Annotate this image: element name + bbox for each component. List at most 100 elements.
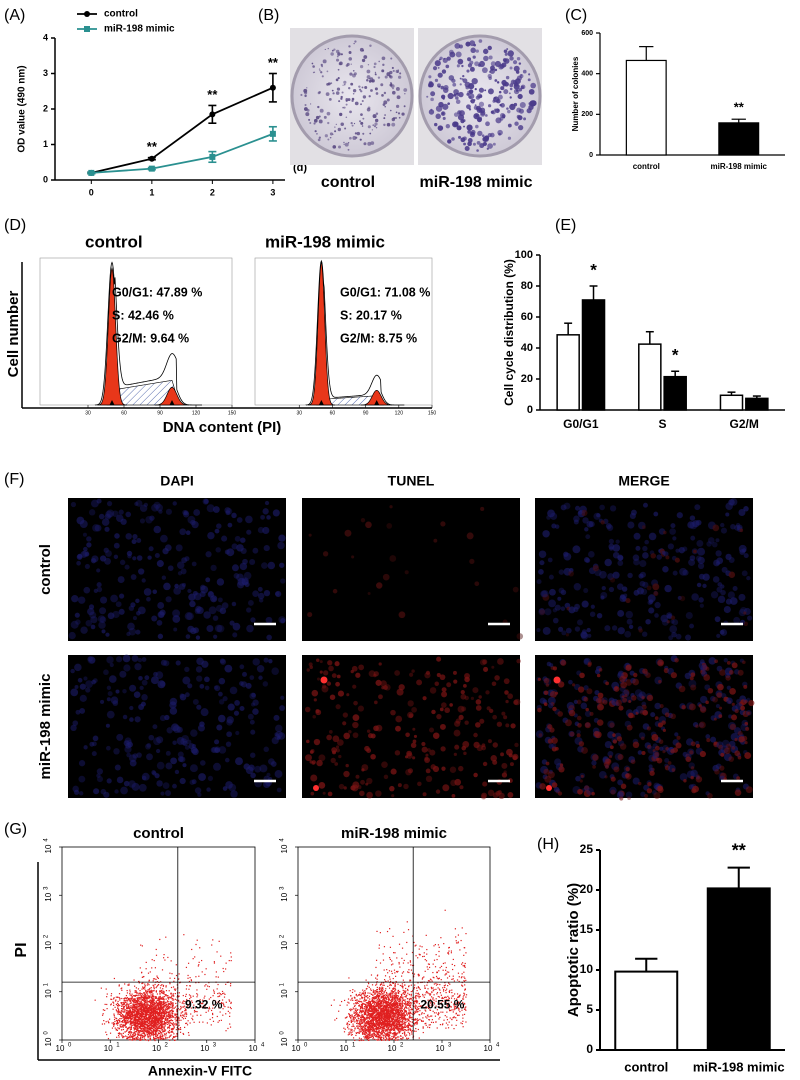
colony <box>363 142 366 145</box>
panel-label: (A) <box>4 7 25 24</box>
panel-label: (G) <box>4 821 27 838</box>
nucleus <box>104 548 109 553</box>
colony <box>332 92 334 94</box>
nucleus <box>91 625 96 630</box>
colony <box>438 73 443 78</box>
event <box>124 1003 125 1004</box>
nucleus <box>87 656 95 664</box>
event <box>146 1014 147 1015</box>
event <box>146 968 147 969</box>
event <box>142 1014 143 1015</box>
tunel-signal <box>692 786 699 793</box>
event <box>123 1009 124 1010</box>
nucleus <box>690 536 695 541</box>
event <box>151 992 152 993</box>
tunel-signal <box>625 767 629 771</box>
tunel-signal <box>621 784 626 789</box>
tunel-signal <box>638 782 641 785</box>
event <box>163 1026 164 1027</box>
event <box>160 1032 161 1033</box>
nucleus <box>104 558 111 565</box>
colony <box>371 80 373 82</box>
event <box>124 1025 125 1026</box>
nucleus <box>221 536 227 542</box>
event <box>115 1028 116 1029</box>
colony <box>350 83 353 86</box>
event <box>195 944 196 945</box>
event <box>182 1015 183 1016</box>
event <box>119 1014 120 1015</box>
event <box>130 1027 131 1028</box>
event <box>151 1024 152 1025</box>
event <box>156 1004 157 1005</box>
event <box>119 997 120 998</box>
colony <box>509 56 513 60</box>
nucleus <box>249 675 254 680</box>
nucleus <box>190 729 197 736</box>
event <box>222 1015 223 1016</box>
event <box>133 1005 134 1006</box>
event <box>131 1032 132 1033</box>
event <box>133 1011 134 1012</box>
nucleus <box>120 519 126 525</box>
event <box>141 989 142 990</box>
event <box>148 1040 149 1041</box>
event <box>114 1023 115 1024</box>
colony <box>362 125 364 127</box>
tunel-signal <box>494 675 500 681</box>
tunel-signal <box>655 716 659 720</box>
nucleus <box>629 625 633 629</box>
tunel-signal <box>454 730 461 737</box>
colony <box>338 100 340 102</box>
event <box>151 987 152 988</box>
event <box>162 1031 163 1032</box>
event <box>125 997 126 998</box>
event <box>171 1032 172 1033</box>
colony <box>473 113 479 119</box>
event <box>119 1011 120 1012</box>
nucleus <box>266 635 272 641</box>
event <box>150 1003 151 1004</box>
event <box>156 1038 157 1039</box>
colony <box>314 72 315 73</box>
event <box>155 997 156 998</box>
nucleus <box>219 746 227 754</box>
event <box>121 1011 122 1012</box>
event <box>121 1024 122 1025</box>
colony <box>391 123 395 127</box>
event <box>129 1020 130 1021</box>
event <box>155 1006 156 1007</box>
tunel-signal <box>647 788 652 793</box>
tunel-signal <box>627 796 631 800</box>
nucleus <box>237 581 244 588</box>
nucleus <box>82 550 89 557</box>
nucleus <box>210 595 217 602</box>
colony <box>314 119 318 123</box>
nucleus <box>125 512 131 518</box>
event <box>163 991 164 992</box>
event <box>143 1016 144 1017</box>
tunel-signal <box>305 754 312 761</box>
tunel-signal <box>593 565 599 571</box>
colony <box>438 125 444 131</box>
colony <box>470 48 475 53</box>
tunel-signal <box>343 733 350 740</box>
tunel-signal <box>577 716 582 721</box>
event <box>151 1011 152 1012</box>
tunel-signal <box>433 539 437 543</box>
event <box>149 992 150 993</box>
event <box>106 1004 107 1005</box>
event <box>149 989 150 990</box>
colony <box>401 112 404 115</box>
legend-label: miR-198 mimic <box>104 24 175 35</box>
colony <box>499 91 502 94</box>
event <box>161 1023 162 1024</box>
tunel-signal <box>488 739 492 743</box>
event <box>140 1039 141 1040</box>
tunel-bright <box>313 785 319 791</box>
event <box>165 1022 166 1023</box>
colony <box>334 130 336 132</box>
tunel-signal <box>395 750 400 755</box>
event <box>150 1032 151 1033</box>
nucleus <box>239 664 244 669</box>
